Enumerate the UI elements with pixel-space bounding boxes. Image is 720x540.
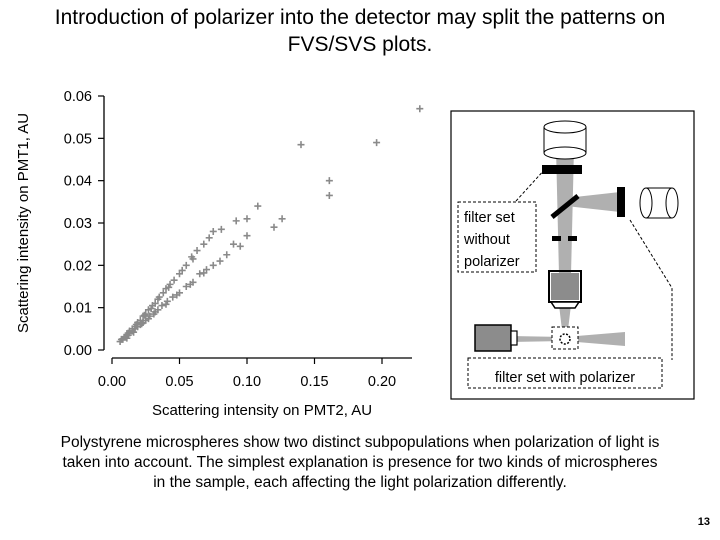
y-axis-label: Scattering intensity on PMT1, AU [15,113,32,333]
y-tick-label: 0.03 [64,216,92,232]
title-line-2: FVS/SVS plots. [287,33,433,56]
data-point [209,261,217,269]
data-point [173,291,181,299]
caption-line-3: in the sample, each affecting the light … [153,474,567,491]
vertical-beam [556,148,574,275]
x-tick-label: 0.00 [98,374,126,390]
x-axis-label: Scattering intensity on PMT2, AU [152,402,372,419]
y-ticks: 0.00 0.01 0.02 0.03 0.04 0.05 0.06 [64,89,104,359]
x-tick-label: 0.15 [300,374,328,390]
data-point [325,191,333,199]
detector-schematic: filter set without polarizer filter set … [450,110,695,400]
x-tick-label: 0.10 [233,374,261,390]
data-point [151,308,159,316]
data-point [182,261,190,269]
sample-cell-icon [551,326,579,350]
data-point [243,232,251,240]
data-point [270,223,278,231]
data-point [136,316,144,324]
y-tick-label: 0.04 [64,174,92,190]
data-point [165,283,173,291]
data-point [182,283,190,290]
slide-title: Introduction of polarizer into the detec… [0,4,720,58]
laser-beam-right [565,332,625,346]
x-ticks: 0.00 0.05 0.10 0.15 0.20 [98,358,396,390]
data-point [178,266,186,274]
data-point [154,295,162,303]
data-point [193,247,201,255]
data-point [140,311,148,319]
leader-line-with [629,219,673,360]
data-point [186,280,194,288]
data-point [236,242,244,250]
data-point [144,315,152,323]
data-point [200,269,208,277]
data-point [223,251,231,259]
right-filter-icon [617,187,625,217]
x-tick-label: 0.05 [165,374,193,390]
data-point [147,305,155,313]
caption-line-2: taken into account. The simplest explana… [62,454,658,471]
data-point [232,217,240,225]
top-filter-icon [542,165,582,174]
data-point [169,293,177,301]
y-tick-label: 0.02 [64,258,92,274]
data-point [209,227,217,235]
data-point [325,177,333,185]
data-point [159,289,167,297]
y-tick-label: 0.06 [64,89,92,105]
data-point [130,328,138,336]
y-tick-label: 0.01 [64,301,92,317]
y-tick-label: 0.05 [64,131,92,147]
title-line-1: Introduction of polarizer into the detec… [54,6,666,29]
label-without-line-1: filter set [464,210,515,226]
label-box-with-polarizer: filter set with polarizer [467,357,663,389]
data-point [243,215,251,223]
data-point [373,139,381,147]
slide-caption: Polystyrene microspheres show two distin… [10,433,710,493]
laser-icon [474,324,518,352]
data-point [189,255,197,263]
data-point [297,141,305,149]
data-point [200,240,208,248]
label-without-line-3: polarizer [464,254,520,270]
label-without-line-2: without [463,232,510,248]
horizontal-beam [566,192,620,212]
label-box-without-polarizer: filter set without polarizer [457,201,537,273]
data-point [254,202,262,210]
data-point [138,320,146,328]
top-detector-icon [543,120,587,160]
laser-beam [510,336,565,342]
objective-lens-icon [548,270,582,309]
data-point [170,276,178,284]
caption-line-1: Polystyrene microspheres show two distin… [60,434,660,451]
x-tick-label: 0.20 [368,374,396,390]
bottom-vertical-beam [559,305,571,330]
data-point [217,225,225,233]
middle-filter-icon [552,236,577,241]
data-point [216,257,224,265]
dichroic-mirror-icon [550,194,580,219]
data-point [205,234,213,242]
data-point [416,105,424,113]
data-point [162,300,170,308]
data-points [116,105,424,346]
data-point [278,215,286,223]
data-point [151,299,159,307]
y-tick-label: 0.00 [64,343,92,359]
data-point [196,270,204,278]
label-with-polarizer: filter set with polarizer [495,370,635,386]
data-point [142,310,150,318]
scatter-chart: 0.00 0.01 0.02 0.03 0.04 0.05 0.06 0.00 0.05 0.1… [15,89,424,419]
data-point [132,321,140,329]
page-number: 13 [697,516,710,528]
right-detector-icon [639,187,679,219]
data-point [158,302,166,310]
data-point [230,240,237,248]
leader-line-without [515,167,547,202]
data-point [124,329,132,337]
